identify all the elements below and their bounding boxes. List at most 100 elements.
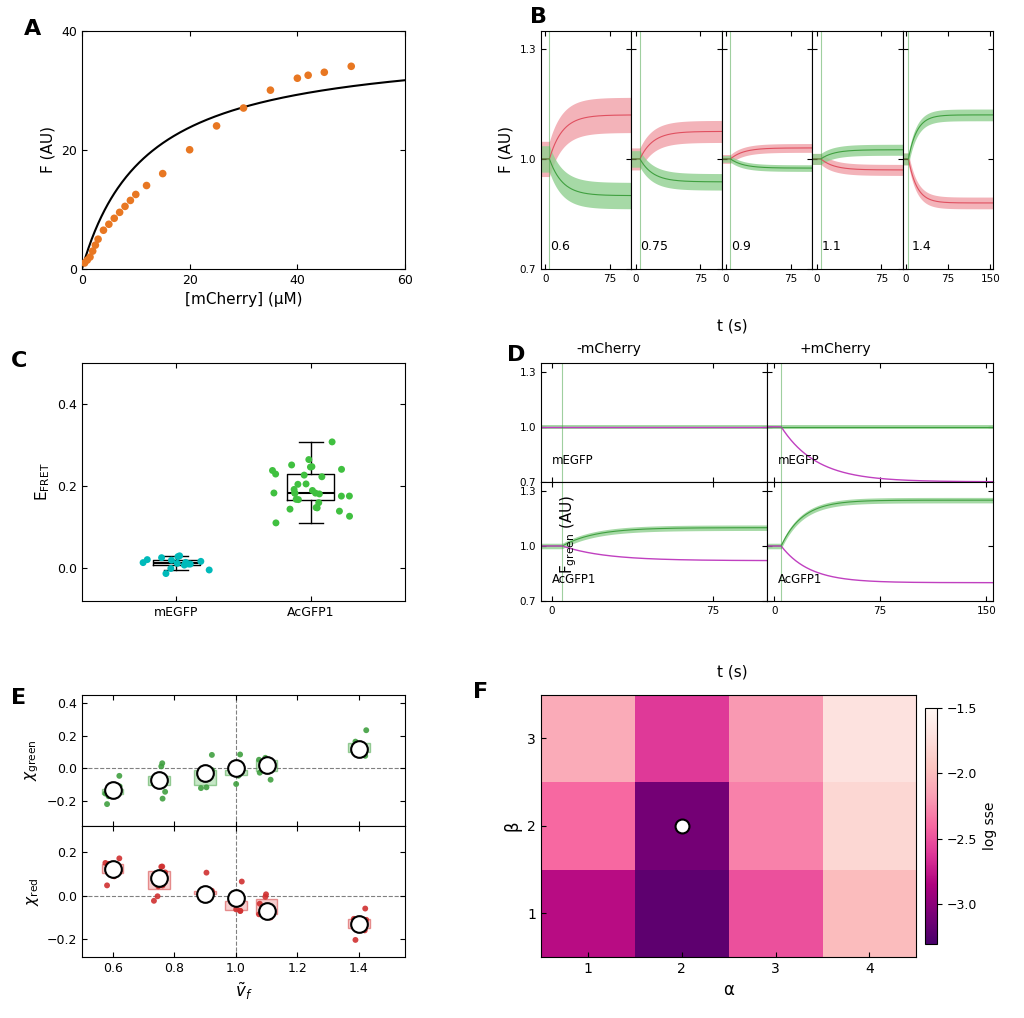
Point bbox=[331, 503, 347, 519]
Point bbox=[227, 893, 244, 909]
Point bbox=[288, 492, 304, 508]
FancyBboxPatch shape bbox=[225, 901, 247, 910]
Text: t (s): t (s) bbox=[717, 665, 748, 680]
Point bbox=[112, 863, 128, 880]
Point bbox=[358, 722, 375, 738]
Point bbox=[358, 912, 375, 928]
Point bbox=[105, 864, 122, 881]
Point bbox=[310, 495, 327, 511]
Point bbox=[209, 118, 225, 134]
Point bbox=[204, 883, 220, 899]
Point bbox=[263, 905, 280, 921]
Point bbox=[77, 254, 93, 271]
Point bbox=[282, 501, 298, 517]
FancyBboxPatch shape bbox=[225, 770, 247, 775]
Point bbox=[204, 747, 220, 764]
Point bbox=[97, 786, 114, 802]
Point bbox=[300, 67, 316, 83]
Point bbox=[302, 459, 318, 475]
Point bbox=[106, 868, 123, 885]
Point bbox=[111, 864, 127, 881]
Point bbox=[138, 177, 155, 193]
Point bbox=[90, 231, 106, 247]
Text: 1.1: 1.1 bbox=[821, 240, 841, 252]
Point bbox=[257, 889, 273, 905]
Y-axis label: log sse: log sse bbox=[983, 801, 997, 850]
Point bbox=[145, 893, 162, 909]
Point bbox=[309, 500, 326, 516]
Point bbox=[100, 856, 117, 872]
Point bbox=[148, 771, 165, 787]
Point bbox=[304, 458, 321, 474]
Point bbox=[154, 858, 170, 874]
Text: A: A bbox=[24, 18, 41, 39]
Point bbox=[182, 556, 199, 572]
FancyBboxPatch shape bbox=[195, 771, 216, 785]
Point bbox=[356, 922, 373, 939]
Text: E: E bbox=[11, 688, 26, 709]
Point bbox=[262, 82, 279, 99]
Point bbox=[257, 749, 273, 766]
Point bbox=[100, 216, 117, 232]
Point bbox=[155, 791, 171, 807]
Y-axis label: β: β bbox=[504, 821, 521, 831]
Point bbox=[324, 434, 340, 450]
Point bbox=[296, 467, 312, 484]
Y-axis label: F (AU): F (AU) bbox=[499, 126, 514, 173]
Point bbox=[154, 755, 170, 772]
Point bbox=[251, 751, 267, 768]
Point bbox=[311, 486, 328, 502]
Point bbox=[112, 768, 128, 784]
Point bbox=[290, 492, 306, 508]
Y-axis label: F (AU): F (AU) bbox=[41, 126, 55, 173]
Point bbox=[301, 451, 317, 467]
Point bbox=[289, 70, 305, 87]
FancyBboxPatch shape bbox=[102, 863, 124, 873]
Point bbox=[150, 888, 166, 904]
Text: t (s): t (s) bbox=[717, 319, 748, 334]
Point bbox=[262, 772, 279, 788]
Text: B: B bbox=[530, 7, 547, 26]
Point bbox=[204, 885, 220, 901]
Point bbox=[135, 555, 152, 571]
Point bbox=[251, 906, 267, 922]
Point bbox=[262, 909, 279, 925]
Point bbox=[151, 879, 167, 895]
Point bbox=[347, 931, 364, 948]
Text: 0.75: 0.75 bbox=[640, 240, 669, 252]
Point bbox=[290, 476, 306, 493]
Point bbox=[82, 249, 98, 266]
Y-axis label: $\chi_{\rm red}$: $\chi_{\rm red}$ bbox=[26, 878, 41, 906]
Point bbox=[346, 737, 362, 753]
Point bbox=[228, 901, 245, 917]
Point bbox=[263, 758, 280, 775]
Point bbox=[106, 210, 123, 226]
Point bbox=[95, 222, 112, 238]
Text: F$_{\rm green}$ (AU): F$_{\rm green}$ (AU) bbox=[558, 495, 579, 574]
Point bbox=[154, 758, 170, 775]
Point bbox=[287, 485, 303, 501]
FancyBboxPatch shape bbox=[256, 899, 278, 914]
Point bbox=[85, 243, 101, 260]
Text: F: F bbox=[473, 681, 488, 701]
Point bbox=[139, 552, 156, 568]
Point bbox=[258, 753, 274, 770]
FancyBboxPatch shape bbox=[195, 891, 216, 895]
Point bbox=[112, 778, 128, 794]
FancyBboxPatch shape bbox=[148, 871, 170, 889]
Text: C: C bbox=[11, 350, 28, 371]
Point bbox=[202, 887, 218, 903]
Point bbox=[341, 508, 357, 524]
Point bbox=[346, 911, 362, 927]
Point bbox=[307, 485, 324, 501]
Point bbox=[233, 873, 250, 890]
Point bbox=[334, 461, 350, 477]
Point bbox=[347, 734, 364, 750]
Point bbox=[204, 762, 220, 779]
Point bbox=[346, 743, 362, 759]
Point bbox=[230, 768, 247, 784]
Point bbox=[150, 772, 166, 788]
FancyBboxPatch shape bbox=[256, 760, 278, 772]
Text: -mCherry: -mCherry bbox=[577, 342, 641, 356]
Point bbox=[193, 883, 209, 899]
